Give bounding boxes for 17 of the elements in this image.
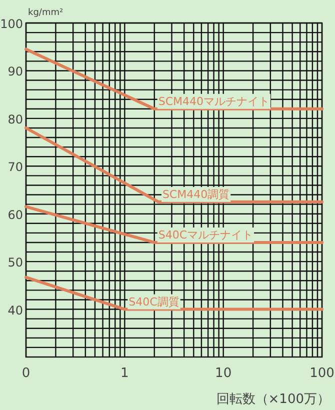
y-tick-label: 50 [8,256,23,270]
x-tick-label: 0 [22,366,30,381]
x-tick-label: 100 [310,366,334,381]
x-tick-label: 10 [215,366,232,381]
series-label: SCM440マルチナイト [158,94,270,108]
x-axis-title: 回転数（×100万） [216,392,330,407]
y-tick-label: 70 [8,160,23,174]
y-tick-label: 60 [8,208,23,222]
y-tick-label: 40 [8,303,23,318]
x-tick-label: 1 [120,366,129,381]
series-label: S40C調質 [128,295,180,308]
y-tick-label: 100 [0,17,23,31]
series-label: S40Cマルチナイト [158,228,254,242]
y-tick-label: 90 [8,64,23,79]
y-tick-label: 80 [8,112,23,126]
series-label: SCM440調質 [162,188,230,201]
y-axis-title: kg/mm² [28,8,64,18]
